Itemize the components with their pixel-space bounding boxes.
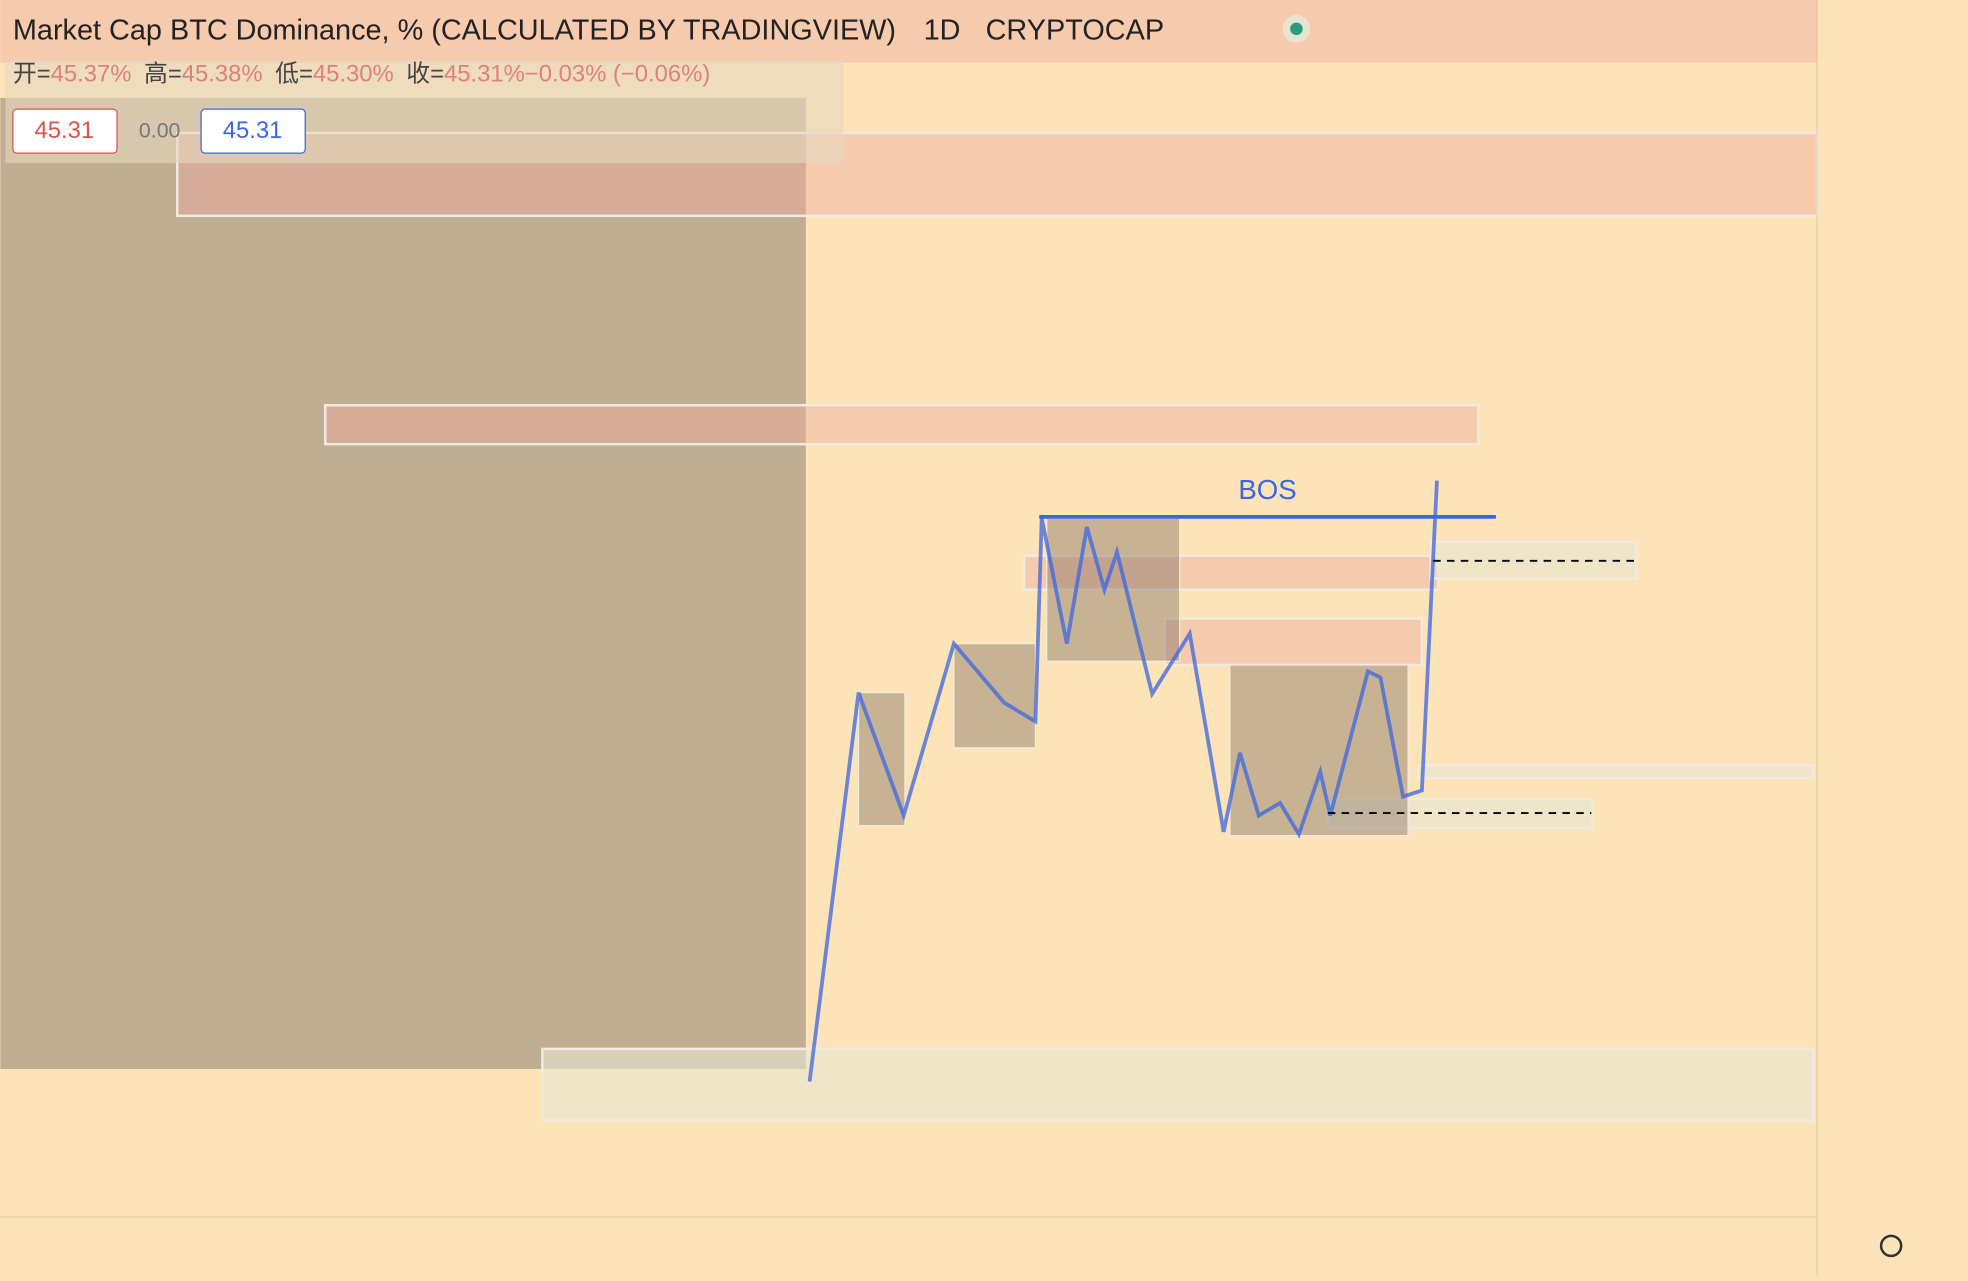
range-box xyxy=(0,97,806,1069)
quote: 45.31 xyxy=(35,117,95,144)
ohlc-label: 低= xyxy=(275,61,313,88)
legend-bg xyxy=(5,60,844,164)
settings[interactable] xyxy=(1879,1234,1903,1258)
box xyxy=(1229,664,1409,837)
zone xyxy=(1022,554,1440,591)
quote: 0.00 xyxy=(139,118,181,142)
ohlc-value: 45.31% xyxy=(444,61,525,88)
quote: 45.31 xyxy=(223,117,283,144)
ohlc-label: 收= xyxy=(406,61,444,88)
ohlc-value: −0.03% (−0.06%) xyxy=(525,61,710,88)
quote-box xyxy=(200,108,306,154)
ohlc-value: 45.38% xyxy=(182,61,263,88)
ohlc-label: 开= xyxy=(13,61,51,88)
quote-box xyxy=(12,108,118,154)
zigzag xyxy=(807,480,1439,1082)
annotation: BOS xyxy=(1238,474,1296,505)
status-dot xyxy=(1290,22,1303,36)
zone xyxy=(1416,764,1815,780)
zone xyxy=(541,1047,1815,1122)
ohlc-label: 高= xyxy=(144,61,182,88)
ohlc-value: 45.37% xyxy=(51,61,132,88)
ohlc: 开=45.37% 高=45.38% 低=45.30% 收=45.31%−0.03% (… xyxy=(13,61,710,88)
title: Market Cap BTC Dominance, % (CALCULATED … xyxy=(13,14,1164,46)
ohlc-value: 45.30% xyxy=(313,61,394,88)
zone xyxy=(324,404,1480,446)
zone xyxy=(1163,617,1424,667)
header-band xyxy=(0,0,1818,63)
